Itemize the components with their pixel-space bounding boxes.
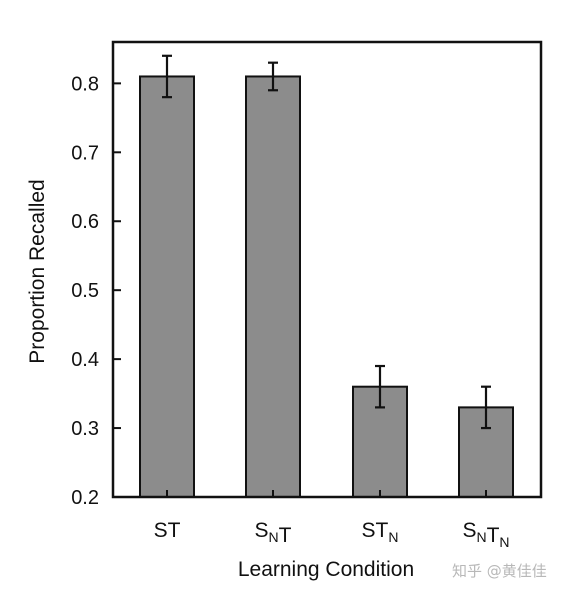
plot-frame xyxy=(111,40,543,499)
y-axis-label: Proportion Recalled xyxy=(26,179,49,363)
x-axis: ST SNT STN SNTN xyxy=(154,490,510,550)
y-tick-label: 0.4 xyxy=(71,349,99,371)
x-axis-label: Learning Condition xyxy=(238,558,414,581)
x-tick-label: SNT xyxy=(255,519,292,547)
error-bars-group xyxy=(162,54,491,430)
error-bar xyxy=(268,61,278,92)
x-tick-label: ST xyxy=(154,519,181,542)
bar xyxy=(245,75,301,498)
bar xyxy=(139,75,195,498)
x-tick-label: STN xyxy=(362,519,399,545)
error-bar xyxy=(375,364,385,409)
y-tick-label: 0.6 xyxy=(71,211,99,233)
error-bar xyxy=(481,385,491,430)
x-tick-label: SNTN xyxy=(462,519,509,550)
y-tick-label: 0.7 xyxy=(71,142,99,164)
y-tick-label: 0.2 xyxy=(71,487,99,509)
watermark: 知乎 @黄佳佳 xyxy=(452,562,547,580)
y-axis: 0.2 0.3 0.4 0.5 0.6 0.7 0.8 xyxy=(71,73,121,509)
error-bar xyxy=(162,54,172,99)
bars-group xyxy=(139,75,514,498)
y-tick-label: 0.3 xyxy=(71,418,99,440)
y-tick-label: 0.5 xyxy=(71,280,99,302)
y-tick-label: 0.8 xyxy=(71,73,99,95)
